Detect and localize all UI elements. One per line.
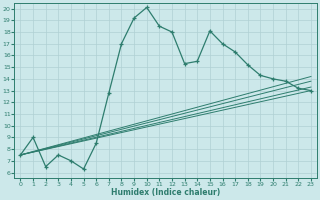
X-axis label: Humidex (Indice chaleur): Humidex (Indice chaleur) [111,188,220,197]
